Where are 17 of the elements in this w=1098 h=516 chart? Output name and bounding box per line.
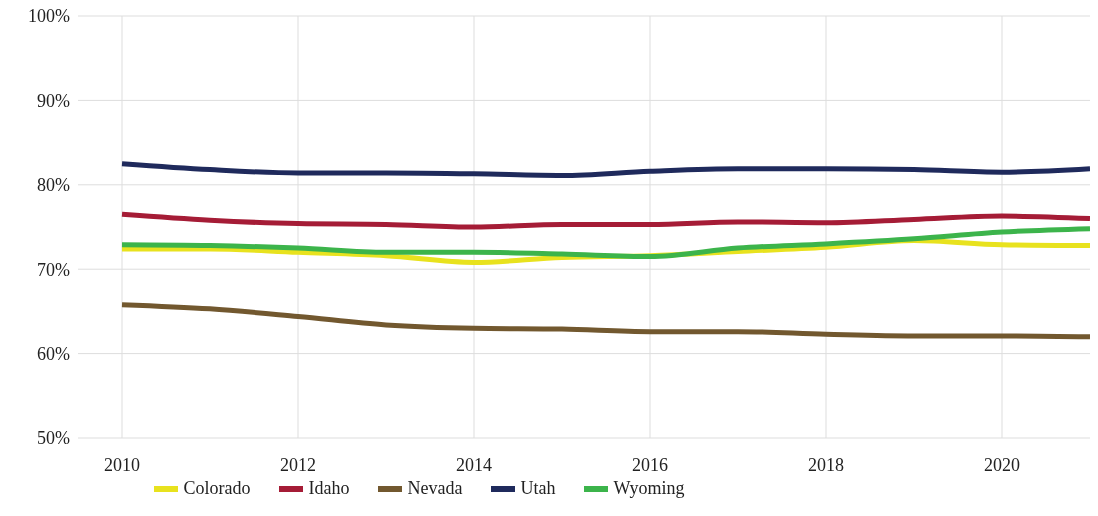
- x-tick-label: 2012: [280, 454, 316, 475]
- y-tick-label: 100%: [28, 6, 70, 27]
- y-tick-label: 80%: [37, 175, 70, 196]
- x-tick-label: 2018: [808, 454, 844, 475]
- y-tick-label: 50%: [37, 428, 70, 449]
- y-tick-label: 70%: [37, 259, 70, 280]
- legend-label: Nevada: [406, 478, 463, 499]
- x-tick-label: 2010: [104, 454, 140, 475]
- legend-label: Wyoming: [612, 478, 685, 499]
- legend-label: Utah: [519, 478, 556, 499]
- y-tick-label: 60%: [37, 343, 70, 364]
- legend-label: Colorado: [182, 478, 251, 499]
- x-tick-label: 2016: [632, 454, 668, 475]
- x-tick-label: 2020: [984, 454, 1020, 475]
- y-tick-label: 90%: [37, 90, 70, 111]
- x-tick-label: 2014: [456, 454, 492, 475]
- legend-label: Idaho: [307, 478, 350, 499]
